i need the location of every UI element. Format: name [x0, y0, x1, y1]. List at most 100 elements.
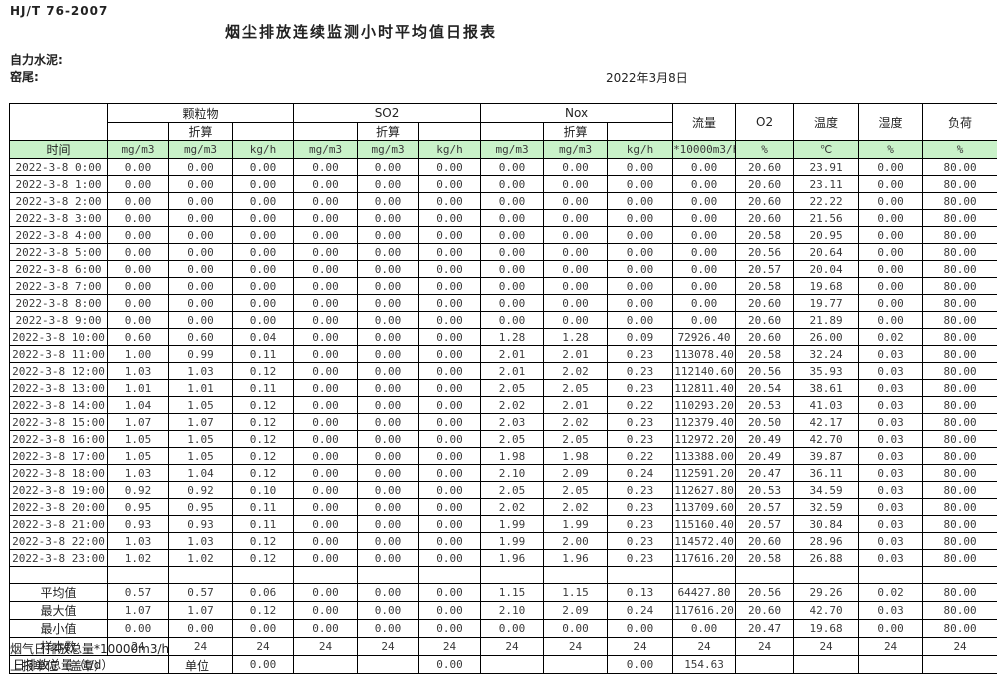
value-cell: 112811.40	[672, 379, 737, 397]
value-cell: 0.00	[107, 243, 169, 261]
value-cell: 1.01	[168, 379, 233, 397]
value-cell: 0.12	[231, 549, 295, 567]
value-cell: 0.00	[480, 243, 545, 261]
unit-header: mg/m3	[357, 140, 420, 159]
value-cell: 0.00	[543, 226, 609, 244]
value-cell: 112379.40	[672, 413, 737, 431]
summary-value-cell: 0.00	[231, 619, 295, 638]
value-cell: 0.23	[607, 481, 674, 499]
value-cell: 0.22	[607, 396, 674, 414]
value-cell: 80.00	[922, 379, 997, 397]
value-cell: 0.00	[357, 379, 420, 397]
unit-header: mg/m3	[168, 140, 233, 159]
value-cell: 0.00	[607, 277, 674, 295]
value-cell: 1.05	[168, 430, 233, 448]
table-row: 2022-3-8 23:00 1.02 1.02 0.12 0.00 0.00 0.00 1.…	[9, 549, 997, 567]
value-cell: 0.00	[231, 260, 295, 278]
summary-value-cell: 0.00	[672, 619, 737, 638]
value-cell: 19.68	[793, 277, 860, 295]
value-cell: 0.00	[231, 192, 295, 210]
unit-header: kg/h	[418, 140, 482, 159]
value-cell: 0.23	[607, 498, 674, 516]
value-cell: 0.04	[231, 328, 295, 346]
value-cell: 0.03	[858, 362, 924, 380]
daily-total-value-cell	[357, 655, 420, 674]
table-row: 2022-3-8 7:00 0.00 0.00 0.00 0.00 0.00 0.00 0.0…	[9, 277, 997, 295]
value-cell: 0.23	[607, 379, 674, 397]
table-row: 2022-3-8 6:00 0.00 0.00 0.00 0.00 0.00 0.00 0.0…	[9, 260, 997, 278]
unit-header: ℃	[793, 140, 860, 159]
daily-total-value-cell	[922, 655, 997, 674]
value-cell: 0.00	[480, 209, 545, 227]
blank-cell	[9, 566, 108, 584]
value-cell: 0.24	[607, 464, 674, 482]
header-units-row: 时间 mg/m3 mg/m3 kg/h mg/m3 mg/m3 kg/h mg/…	[9, 140, 997, 159]
value-cell: 0.00	[418, 294, 482, 312]
time-cell: 2022-3-8 12:00	[9, 362, 108, 380]
value-cell: 20.60	[735, 311, 795, 329]
value-cell: 0.00	[480, 226, 545, 244]
value-cell: 80.00	[922, 277, 997, 295]
daily-total-value-cell	[543, 655, 609, 674]
value-cell: 1.98	[543, 447, 609, 465]
value-cell: 0.00	[543, 294, 609, 312]
value-cell: 0.00	[543, 175, 609, 193]
header-converted-row: 折算 折算 折算	[10, 122, 997, 141]
blank-cell	[231, 566, 295, 584]
value-cell: 0.00	[293, 260, 359, 278]
value-cell: 0.93	[107, 515, 169, 533]
time-cell: 2022-3-8 23:00	[9, 549, 108, 567]
table-row: 2022-3-8 2:00 0.00 0.00 0.00 0.00 0.00 0.00 0.0…	[9, 192, 997, 210]
value-cell: 1.01	[107, 379, 169, 397]
value-cell: 0.00	[168, 311, 233, 329]
value-cell: 0.03	[858, 532, 924, 550]
value-cell: 0.00	[293, 209, 359, 227]
value-cell: 0.00	[543, 158, 609, 176]
table-row: 2022-3-8 8:00 0.00 0.00 0.00 0.00 0.00 0.00 0.0…	[9, 294, 997, 312]
report-unit-line: 上报单位（盖章） 单位	[10, 657, 209, 674]
value-cell: 0.00	[231, 175, 295, 193]
value-cell: 0.00	[418, 209, 482, 227]
summary-value-cell: 2.10	[480, 601, 545, 620]
value-cell: 0.23	[607, 515, 674, 533]
value-cell: 20.58	[735, 549, 795, 567]
summary-value-cell: 0.12	[231, 601, 295, 620]
blank-cell	[293, 566, 359, 584]
value-cell: 0.00	[293, 396, 359, 414]
value-cell: 0.00	[672, 226, 737, 244]
summary-value-cell: 64427.80	[672, 583, 737, 602]
blank-cell	[607, 122, 674, 141]
summary-value-cell: 0.00	[858, 619, 924, 638]
blank-cell	[418, 566, 482, 584]
daily-total-value-cell: 0.00	[607, 655, 674, 674]
summary-value-cell: 24	[168, 637, 233, 656]
value-cell: 0.95	[168, 498, 233, 516]
value-cell: 1.98	[480, 447, 545, 465]
value-cell: 0.00	[357, 498, 420, 516]
table-row: 2022-3-8 22:00 1.03 1.03 0.12 0.00 0.00 0.00 1.…	[9, 532, 997, 550]
value-cell: 80.00	[922, 413, 997, 431]
value-cell: 2.10	[480, 464, 545, 482]
summary-value-cell: 80.00	[922, 583, 997, 602]
value-cell: 1.02	[168, 549, 233, 567]
value-cell: 22.22	[793, 192, 860, 210]
value-cell: 0.22	[607, 447, 674, 465]
value-cell: 0.03	[858, 464, 924, 482]
value-cell: 0.00	[418, 277, 482, 295]
value-cell: 21.89	[793, 311, 860, 329]
value-cell: 20.58	[735, 277, 795, 295]
value-cell: 80.00	[922, 175, 997, 193]
time-cell: 2022-3-8 11:00	[9, 345, 108, 363]
value-cell: 0.00	[672, 277, 737, 295]
value-cell: 0.10	[231, 481, 295, 499]
value-cell: 1.03	[107, 362, 169, 380]
blank-cell	[858, 566, 924, 584]
value-cell: 0.00	[543, 209, 609, 227]
blank-cell	[357, 566, 420, 584]
value-cell: 0.00	[858, 209, 924, 227]
value-cell: 20.58	[735, 345, 795, 363]
summary-value-cell: 117616.20	[672, 601, 737, 620]
value-cell: 0.00	[293, 243, 359, 261]
value-cell: 0.00	[480, 158, 545, 176]
